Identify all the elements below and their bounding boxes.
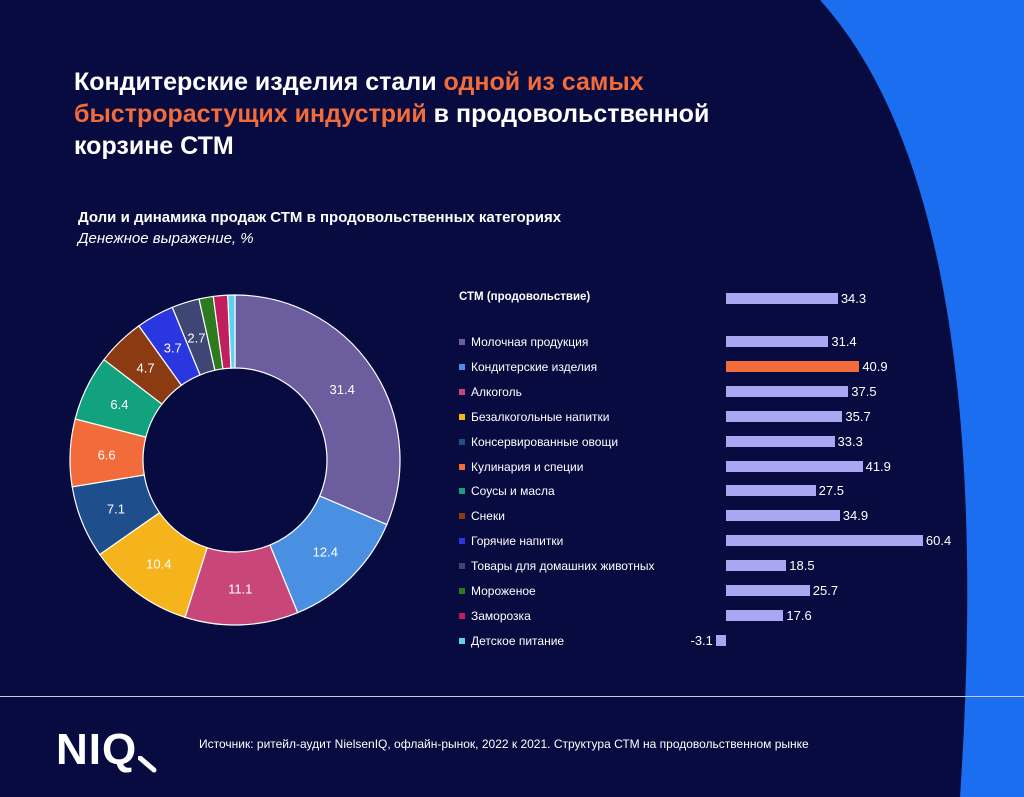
legend-label: Консервированные овощи <box>471 434 619 449</box>
bar <box>726 609 784 621</box>
legend-item: Кондитерские изделия <box>459 360 597 374</box>
niq-logo: NIQ <box>56 725 138 774</box>
legend-item: Заморозка <box>459 609 531 623</box>
legend-swatch <box>459 513 465 520</box>
bar-value-label: 35.7 <box>845 408 871 424</box>
donut-slice-label: 11.1 <box>228 581 252 596</box>
bar <box>726 336 829 347</box>
donut-slice-label: 4.7 <box>137 361 155 376</box>
bar <box>715 634 726 646</box>
legend-label: Горячие напитки <box>471 534 564 549</box>
legend-swatch <box>459 339 465 345</box>
bar <box>726 485 816 497</box>
bar-value-label: 18.5 <box>789 558 815 574</box>
donut-slice-label: 10.4 <box>146 556 171 571</box>
legend-label: Товары для домашних животных <box>471 559 655 574</box>
bar-value-label: 31.4 <box>831 334 857 349</box>
legend-swatch <box>459 363 465 370</box>
donut-slice <box>234 294 401 526</box>
footer-divider <box>0 696 1024 697</box>
bar <box>726 385 849 397</box>
legend-swatch <box>459 438 465 445</box>
legend-swatch <box>459 488 465 495</box>
bar <box>726 360 860 372</box>
legend-label: Безалкогольные напитки <box>471 409 610 424</box>
legend-label: Детское питание <box>471 633 565 648</box>
bar <box>726 410 843 422</box>
legend-item: Консервированные овощи <box>459 435 618 449</box>
donut-slice-label: 31.4 <box>330 382 355 397</box>
legend-label: Молочная продукция <box>471 335 589 349</box>
legend-label: Алкоголь <box>471 384 522 399</box>
bar-chart-header: СТМ (продовольствие) <box>459 291 591 303</box>
bar-value-label: 40.9 <box>862 358 888 374</box>
bar <box>726 535 923 547</box>
bar-value-label: 37.5 <box>851 383 877 399</box>
donut-slice-label: 2.7 <box>187 330 205 345</box>
legend-swatch <box>459 413 465 420</box>
legend-swatch <box>459 588 465 594</box>
legend-label: Снеки <box>471 509 505 524</box>
bar-value-label: 41.9 <box>865 458 891 474</box>
legend-swatch <box>459 637 465 644</box>
bar-value-label: 33.3 <box>837 433 863 449</box>
title-part-1: Кондитерские изделия стали <box>74 68 444 96</box>
legend-item: Детское питание <box>459 634 564 648</box>
bar-value-label: -3.1 <box>690 632 713 648</box>
bar <box>726 435 835 447</box>
legend-item: Соусы и масла <box>459 484 555 498</box>
bar-total <box>726 293 838 304</box>
page-title: Кондитерские изделия стали одной из самы… <box>74 66 774 162</box>
bar <box>726 560 787 572</box>
legend-swatch <box>459 388 465 395</box>
donut-slice <box>227 294 236 369</box>
chart-unit: Денежное выражение, % <box>78 230 254 247</box>
legend-swatch <box>459 563 465 570</box>
donut-slice-label: 12.4 <box>313 544 338 559</box>
legend-swatch <box>459 463 465 470</box>
bar-value-label: 27.5 <box>818 483 844 499</box>
legend-swatch <box>459 538 465 545</box>
legend-label: Кондитерские изделия <box>471 359 598 374</box>
legend-item: Мороженое <box>459 584 536 598</box>
legend-label: Кулинария и специи <box>471 459 584 474</box>
legend-item: Молочная продукция <box>459 335 588 349</box>
source-note: Источник: ритейл-аудит NielsenIQ, офлайн… <box>199 737 809 751</box>
bar-value-label: 34.3 <box>840 291 867 306</box>
bar <box>726 460 863 472</box>
donut-chart: 31.4 12.4 11.1 10.4 7.1 6.6 6.4 4.7 3.7 2.7 <box>69 294 401 626</box>
legend-item: Алкоголь <box>459 385 522 399</box>
legend-item: Товары для домашних животных <box>459 559 654 573</box>
bar <box>726 510 840 522</box>
legend-label: Мороженое <box>471 584 536 598</box>
legend-item: Безалкогольные напитки <box>459 410 610 424</box>
bar-value-label: 34.9 <box>842 508 869 524</box>
title-highlight: одной из самых быстрорастущих индустрий <box>74 68 644 128</box>
bar <box>726 585 810 596</box>
donut-slice-label: 6.4 <box>110 397 128 412</box>
legend-item: Горячие напитки <box>459 534 563 548</box>
legend-item: Кулинария и специи <box>459 460 583 474</box>
legend-label: Заморозка <box>471 608 531 623</box>
legend-label: Соусы и масла <box>471 484 555 499</box>
donut-slice-label: 7.1 <box>107 501 125 516</box>
niq-logo-mark-icon <box>138 756 157 773</box>
title-part-2: в продовольственной корзине СТМ <box>74 100 710 160</box>
bar-value-label: 25.7 <box>812 583 839 598</box>
legend-item: Снеки <box>459 509 505 523</box>
chart-subtitle: Доли и динамика продаж СТМ в продовольст… <box>78 209 562 226</box>
bar-value-label: 17.6 <box>786 607 812 623</box>
legend-swatch <box>459 612 465 619</box>
donut-slice-label: 3.7 <box>164 341 182 356</box>
bar-value-label: 60.4 <box>925 533 952 549</box>
donut-slice-label: 6.6 <box>98 447 116 462</box>
